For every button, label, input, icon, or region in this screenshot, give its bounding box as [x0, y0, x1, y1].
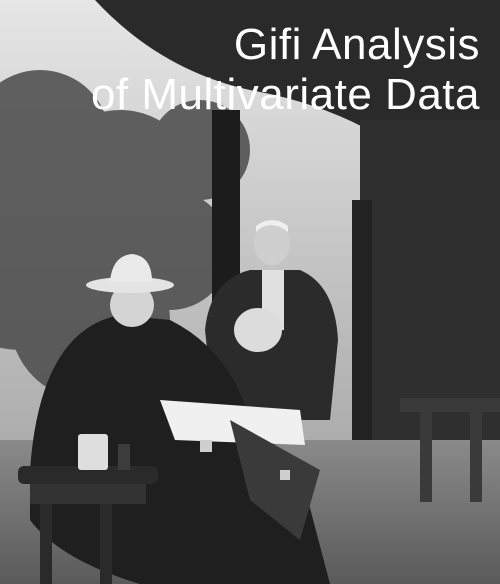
title-line-1: Gifi Analysis: [233, 20, 480, 69]
standing-man: [205, 220, 338, 420]
side-table: [18, 434, 158, 584]
porch-roof: [95, 0, 500, 260]
garden-table: [400, 398, 500, 502]
title-line-2: of Multivariate Data: [90, 70, 480, 119]
porch-pillar-right: [352, 200, 372, 480]
cover-title: Gifi Analysis of Multivariate Data: [91, 20, 480, 120]
